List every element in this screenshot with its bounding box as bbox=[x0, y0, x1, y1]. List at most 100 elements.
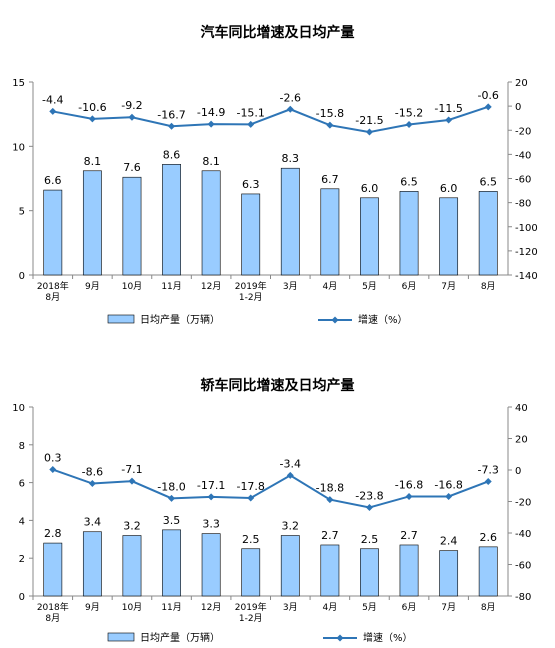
right-tick-label: 20 bbox=[515, 78, 528, 89]
x-tick-label: 5月 bbox=[362, 281, 377, 292]
growth-value-label: -18.0 bbox=[157, 480, 185, 493]
growth-point bbox=[326, 121, 334, 129]
bar-value-label: 6.5 bbox=[479, 175, 497, 188]
growth-value-label: -15.1 bbox=[236, 106, 264, 119]
x-tick-label: 3月 bbox=[283, 602, 298, 613]
x-tick-label: 9月 bbox=[85, 602, 100, 613]
growth-value-label: -7.1 bbox=[121, 463, 142, 476]
x-tick-label: 6月 bbox=[402, 602, 417, 613]
bar-value-label: 3.2 bbox=[123, 520, 141, 533]
legend-bar-swatch bbox=[107, 314, 135, 324]
x-tick-label: 11月 bbox=[161, 602, 181, 613]
growth-point bbox=[247, 494, 255, 502]
bar bbox=[82, 531, 102, 597]
bar bbox=[320, 544, 340, 597]
legend-line-marker bbox=[336, 634, 344, 642]
right-tick-label: -40 bbox=[515, 529, 531, 540]
growth-point bbox=[484, 103, 492, 111]
x-tick-label: 9月 bbox=[85, 281, 100, 292]
x-tick-label: 4月 bbox=[323, 602, 338, 613]
growth-point bbox=[207, 120, 215, 128]
right-tick-label: -80 bbox=[515, 199, 531, 210]
growth-point bbox=[326, 496, 334, 504]
right-tick-label: -20 bbox=[515, 126, 531, 137]
growth-point bbox=[484, 477, 492, 485]
left-tick-label: 5 bbox=[19, 207, 25, 218]
right-tick-label: -100 bbox=[515, 223, 538, 234]
bar bbox=[360, 197, 379, 276]
growth-point bbox=[88, 115, 96, 123]
growth-line bbox=[52, 468, 489, 509]
chart-title: 轿车同比增速及日均产量 bbox=[200, 378, 355, 394]
legend-bar-label: 日均产量（万辆） bbox=[140, 313, 220, 326]
growth-value-label: -16.8 bbox=[395, 478, 423, 491]
growth-point bbox=[286, 471, 294, 479]
right-tick-label: 0 bbox=[515, 466, 521, 477]
bar bbox=[241, 548, 261, 597]
growth-point bbox=[445, 492, 453, 500]
legend-bar-label: 日均产量（万辆） bbox=[140, 631, 220, 644]
x-tick-label: 4月 bbox=[323, 281, 338, 292]
growth-value-label: -17.1 bbox=[197, 479, 225, 492]
growth-value-label: 0.3 bbox=[44, 452, 62, 465]
growth-point bbox=[49, 107, 57, 115]
growth-value-label: -7.3 bbox=[477, 463, 498, 476]
bar bbox=[280, 535, 300, 597]
bar-value-label: 8.1 bbox=[84, 155, 102, 168]
right-tick-label: -120 bbox=[515, 247, 538, 258]
growth-value-label: -0.6 bbox=[477, 89, 498, 102]
growth-point bbox=[168, 122, 176, 130]
x-tick-label: 3月 bbox=[283, 281, 298, 292]
bar-value-label: 8.1 bbox=[202, 155, 220, 168]
x-tick-label: 10月 bbox=[122, 602, 142, 613]
growth-value-label: -14.9 bbox=[197, 106, 225, 119]
bar bbox=[439, 197, 459, 276]
growth-value-label: -15.2 bbox=[395, 106, 423, 119]
right-tick-label: -20 bbox=[515, 498, 531, 509]
bar bbox=[201, 533, 221, 597]
right-tick-label: 40 bbox=[515, 403, 528, 414]
growth-point bbox=[207, 493, 215, 501]
bar bbox=[439, 550, 459, 597]
x-tick-label: 8月 bbox=[481, 281, 496, 292]
growth-value-label: -16.7 bbox=[157, 108, 185, 121]
bar bbox=[478, 546, 498, 597]
sedan-chart-panel: 轿车同比增速及日均产量 0 2 4 6 8 10 40 20 0 -20 -40 -60 -80 2018… bbox=[0, 330, 555, 648]
bar bbox=[122, 535, 142, 597]
x-tick-label: 7月 bbox=[441, 602, 456, 613]
growth-point bbox=[365, 503, 373, 511]
bar bbox=[399, 191, 419, 276]
growth-line bbox=[52, 105, 489, 134]
x-tick-label: 8月 bbox=[45, 292, 60, 303]
x-tick-label: 10月 bbox=[122, 281, 142, 292]
growth-value-label: -8.6 bbox=[82, 466, 103, 479]
right-tick-label: -40 bbox=[515, 150, 531, 161]
bar bbox=[280, 167, 300, 276]
bar bbox=[43, 542, 63, 597]
right-tick-label: -140 bbox=[515, 271, 538, 282]
bar-value-label: 6.5 bbox=[400, 175, 418, 188]
chart-title: 汽车同比增速及日均产量 bbox=[200, 25, 355, 41]
bar bbox=[478, 191, 498, 276]
left-tick-label: 0 bbox=[19, 271, 25, 282]
bar-value-label: 2.7 bbox=[400, 529, 418, 542]
left-tick-label: 6 bbox=[19, 479, 25, 490]
x-tick-label: 2018年 bbox=[37, 601, 69, 613]
x-tick-label: 6月 bbox=[402, 281, 417, 292]
x-tick-label: 7月 bbox=[441, 281, 456, 292]
bar bbox=[43, 189, 63, 276]
x-tick-label: 1-2月 bbox=[239, 613, 263, 624]
growth-value-label: -17.8 bbox=[236, 480, 264, 493]
bar bbox=[360, 548, 379, 597]
bar-value-label: 2.6 bbox=[479, 531, 497, 544]
x-tick-label: 1-2月 bbox=[239, 292, 263, 303]
right-tick-label: -80 bbox=[515, 592, 531, 603]
x-tick-label: 2019年 bbox=[235, 601, 267, 613]
bar-value-label: 6.0 bbox=[361, 182, 379, 195]
bar-value-label: 2.5 bbox=[361, 533, 379, 546]
x-tick-label: 5月 bbox=[362, 602, 377, 613]
bar-value-label: 7.6 bbox=[123, 161, 141, 174]
legend-line-marker bbox=[331, 316, 339, 324]
x-tick-label: 8月 bbox=[481, 602, 496, 613]
left-tick-label: 4 bbox=[19, 516, 25, 527]
